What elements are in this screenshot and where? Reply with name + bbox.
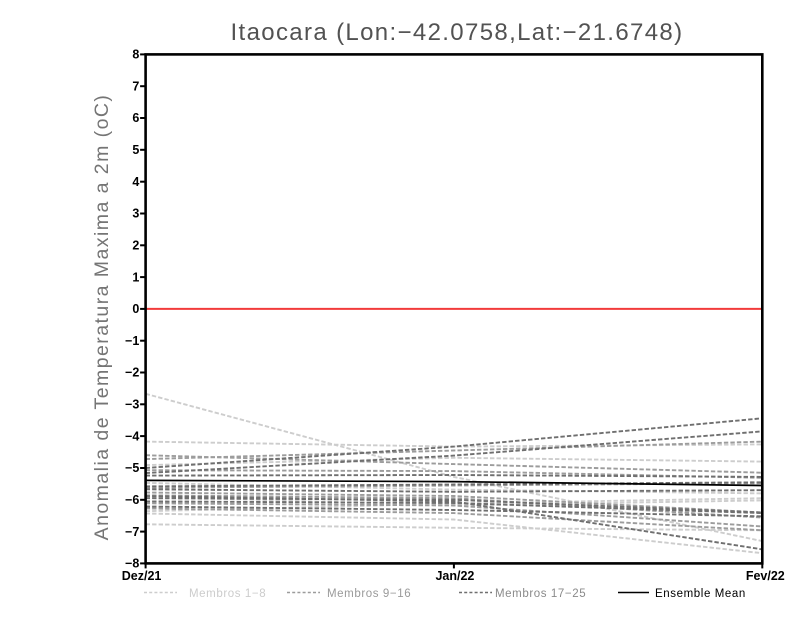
svg-text:4: 4 — [132, 175, 139, 189]
svg-text:5: 5 — [132, 143, 139, 157]
svg-text:Membros 1−8: Membros 1−8 — [189, 588, 266, 600]
svg-text:Membros 9−16: Membros 9−16 — [327, 588, 411, 600]
svg-text:Jan/22: Jan/22 — [435, 569, 474, 583]
svg-text:−3: −3 — [125, 398, 139, 412]
svg-text:−6: −6 — [125, 493, 139, 507]
svg-text:Dez/21: Dez/21 — [122, 569, 162, 583]
svg-text:−5: −5 — [125, 461, 139, 475]
svg-text:−8: −8 — [125, 557, 139, 571]
svg-text:−2: −2 — [125, 366, 139, 380]
svg-text:0: 0 — [132, 302, 139, 316]
svg-text:8: 8 — [132, 48, 139, 62]
svg-text:Fev/22: Fev/22 — [746, 569, 785, 583]
svg-text:3: 3 — [132, 207, 139, 221]
svg-text:Membros 17−25: Membros 17−25 — [495, 588, 586, 600]
svg-text:6: 6 — [132, 111, 139, 125]
svg-text:Anomalia de Temperatura Maxima: Anomalia de Temperatura Maxima a 2m (oC) — [91, 94, 113, 541]
svg-text:−1: −1 — [125, 334, 139, 348]
svg-text:Ensemble Mean: Ensemble Mean — [655, 588, 746, 600]
svg-text:2: 2 — [132, 239, 139, 253]
svg-text:1: 1 — [132, 270, 139, 284]
svg-text:7: 7 — [132, 79, 139, 93]
svg-text:−4: −4 — [125, 429, 139, 443]
svg-text:Itaocara (Lon:−42.0758,Lat:−21: Itaocara (Lon:−42.0758,Lat:−21.6748) — [231, 19, 684, 46]
svg-text:−7: −7 — [125, 525, 139, 539]
